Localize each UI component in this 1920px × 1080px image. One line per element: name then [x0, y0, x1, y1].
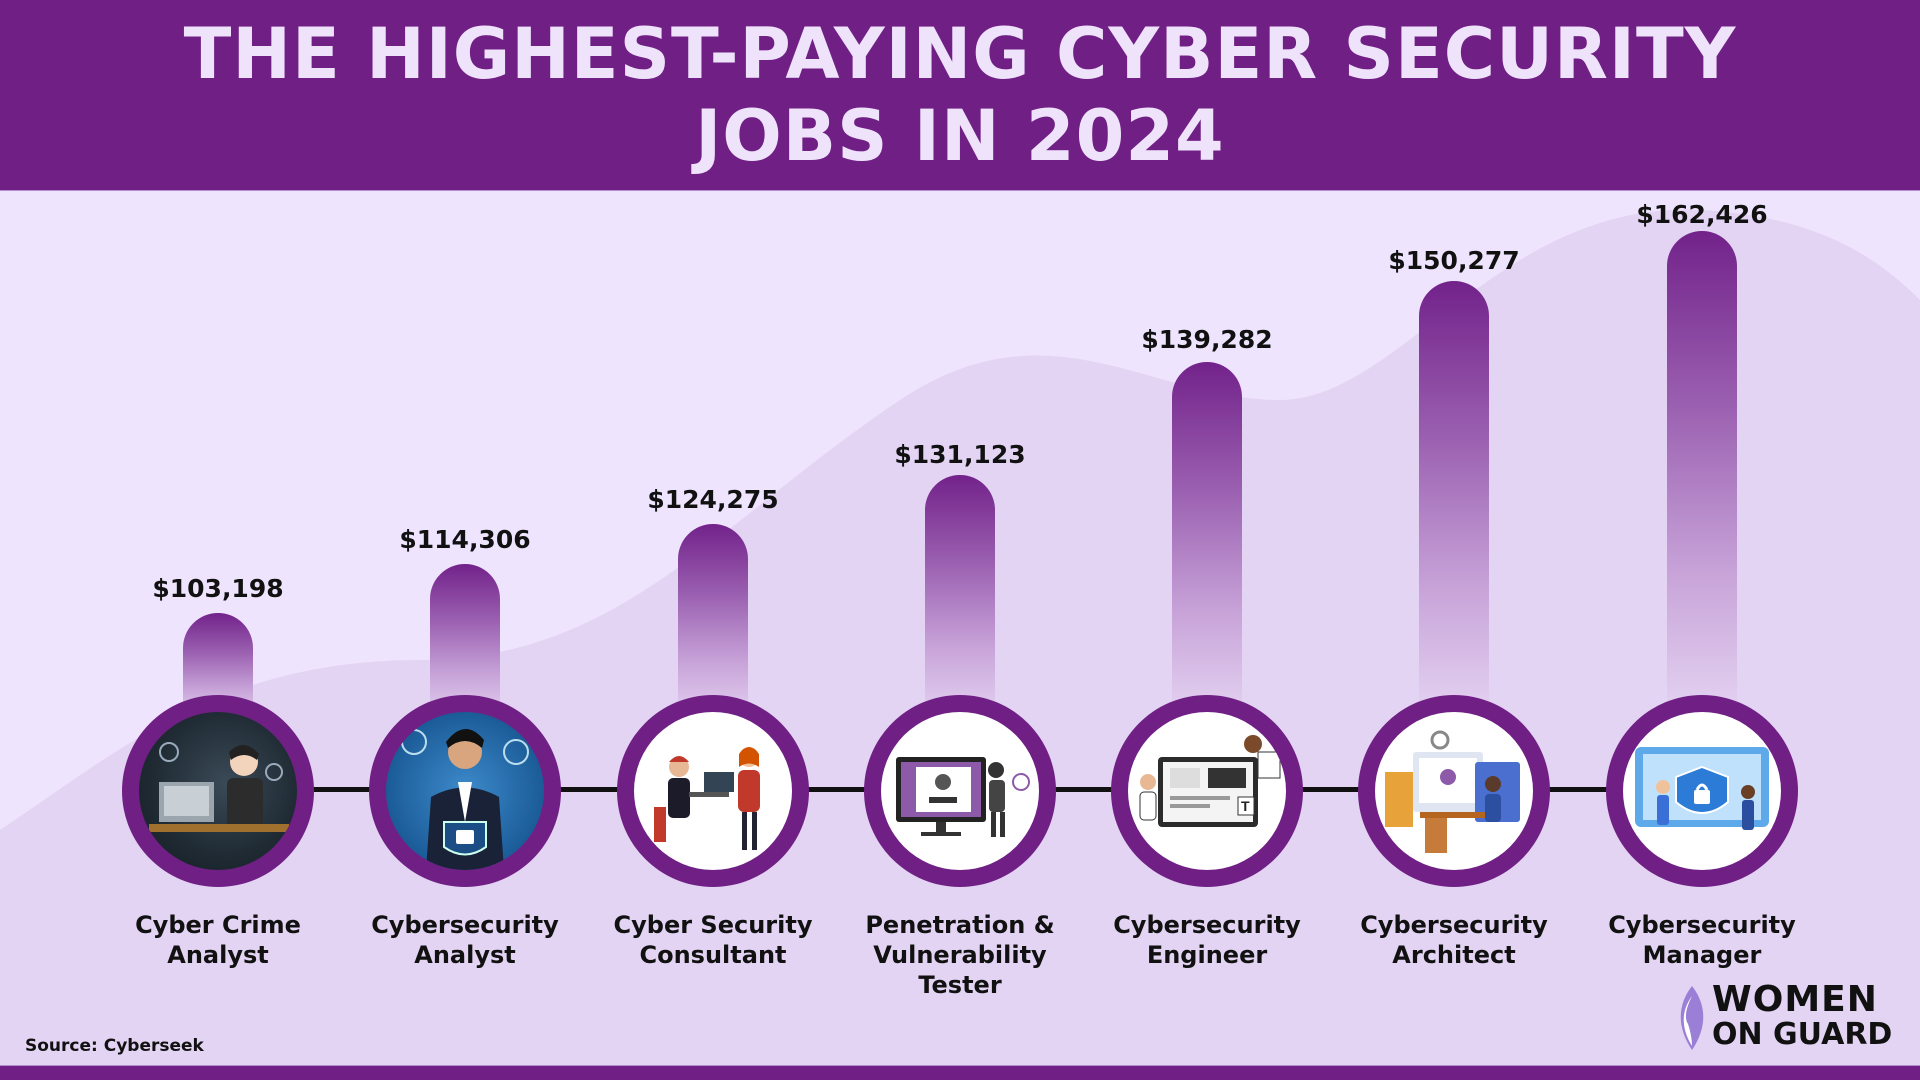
job-icon-circle	[1358, 695, 1550, 887]
job-title: Penetration & Vulnerability Tester	[865, 911, 1055, 999]
salary-bar	[925, 475, 995, 723]
engineer-code-illustration-icon: T	[1128, 712, 1286, 870]
job-title: Cyber Crime Analyst	[135, 911, 301, 969]
job-icon-circle	[617, 695, 809, 887]
architect-desk-illustration-icon	[1375, 712, 1533, 870]
svg-text:T: T	[1241, 798, 1250, 814]
job-icon-circle	[864, 695, 1056, 887]
job-icon-circle	[1606, 695, 1798, 887]
salary-bar	[1667, 231, 1737, 723]
bottom-bar	[0, 1065, 1920, 1080]
logo-text-women: WOMEN	[1712, 979, 1878, 1020]
page-title-line2: JOBS IN 2024	[695, 95, 1225, 177]
salary-bar	[678, 524, 748, 723]
page-title-line1: THE HIGHEST-PAYING CYBER SECURITY	[183, 13, 1737, 95]
job-title: Cybersecurity Analyst	[371, 911, 559, 969]
salary-label: $131,123	[894, 440, 1026, 469]
source-note: Source: Cyberseek	[25, 1036, 204, 1056]
salary-bar	[1419, 281, 1489, 723]
salary-label: $124,275	[647, 485, 779, 514]
women-on-guard-logo: WOMEN ON GUARD	[1676, 982, 1896, 1052]
analyst-with-lock-illustration-icon	[386, 712, 544, 870]
leaf-face-icon	[1680, 986, 1704, 1050]
manager-shield-illustration-icon	[1623, 712, 1781, 870]
header-banner: THE HIGHEST-PAYING CYBER SECURITY JOBS I…	[0, 0, 1920, 191]
hacker-monitor-illustration-icon	[881, 712, 1039, 870]
job-title: Cybersecurity Architect	[1360, 911, 1548, 969]
job-title: Cyber Security Consultant	[613, 911, 813, 969]
consultant-meeting-illustration-icon	[634, 712, 792, 870]
job-icon-circle: T	[1111, 695, 1303, 887]
job-icon-circle	[369, 695, 561, 887]
salary-bar	[1172, 362, 1242, 723]
salary-label: $114,306	[399, 525, 531, 554]
logo-text-on-guard: ON GUARD	[1712, 1017, 1893, 1052]
salary-label: $150,277	[1388, 246, 1520, 275]
salary-label: $103,198	[152, 574, 284, 603]
job-icon-circle	[122, 695, 314, 887]
job-title: Cybersecurity Engineer	[1113, 911, 1301, 969]
analyst-at-computer-illustration-icon	[139, 712, 297, 870]
salary-label: $139,282	[1141, 325, 1273, 354]
job-title: Cybersecurity Manager	[1608, 911, 1796, 969]
salary-label: $162,426	[1636, 200, 1768, 229]
